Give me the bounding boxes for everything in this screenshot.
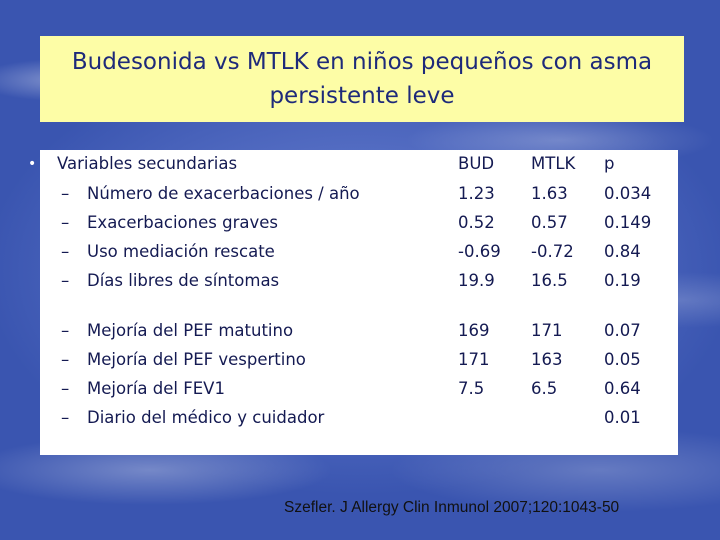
mtlk-value: 16.5 (531, 271, 568, 290)
row-label: Número de exacerbaciones / año (87, 184, 360, 203)
dash-marker: – (61, 271, 70, 290)
header-mtlk: MTLK (531, 154, 576, 173)
content-panel (40, 150, 678, 455)
dash-marker: – (61, 213, 70, 232)
bud-value: 1.23 (458, 184, 495, 203)
row-label: Mejoría del PEF matutino (87, 321, 294, 340)
bud-value: 169 (458, 321, 490, 340)
header-bud: BUD (458, 154, 495, 173)
mtlk-value: 163 (531, 350, 563, 369)
header-p: p (604, 154, 615, 173)
bud-value: 0.52 (458, 213, 495, 232)
p-value: 0.05 (604, 350, 641, 369)
bud-value: 19.9 (458, 271, 495, 290)
dash-marker: – (61, 408, 70, 427)
bud-value: 7.5 (458, 379, 485, 398)
row-label: Uso mediación rescate (87, 242, 275, 261)
mtlk-value: 6.5 (531, 379, 558, 398)
bud-value: -0.69 (458, 242, 501, 261)
bullet-icon: • (28, 156, 37, 172)
row-label: Mejoría del FEV1 (87, 379, 225, 398)
p-value: 0.01 (604, 408, 641, 427)
citation: Szefler. J Allergy Clin Inmunol 2007;120… (284, 499, 620, 516)
row-label: Exacerbaciones graves (87, 213, 278, 232)
row-label: Diario del médico y cuidador (87, 408, 325, 427)
p-value: 0.84 (604, 242, 641, 261)
row-label: Días libres de síntomas (87, 271, 280, 290)
p-value: 0.034 (604, 184, 652, 203)
p-value: 0.19 (604, 271, 641, 290)
mtlk-value: 1.63 (531, 184, 568, 203)
dash-marker: – (61, 242, 70, 261)
dash-marker: – (61, 379, 70, 398)
dash-marker: – (61, 184, 70, 203)
header-variables-label: Variables secundarias (57, 154, 238, 173)
p-value: 0.149 (604, 213, 652, 232)
dash-marker: – (61, 321, 70, 340)
mtlk-value: 0.57 (531, 213, 568, 232)
title-line-2: persistente leve (269, 83, 455, 109)
bud-value: 171 (458, 350, 490, 369)
dash-marker: – (61, 350, 70, 369)
slide-title: Budesonida vs MTLK en niños pequeños con… (40, 36, 684, 122)
p-value: 0.64 (604, 379, 641, 398)
p-value: 0.07 (604, 321, 641, 340)
mtlk-value: -0.72 (531, 242, 574, 261)
row-label: Mejoría del PEF vespertino (87, 350, 306, 369)
mtlk-value: 171 (531, 321, 563, 340)
title-line-1: Budesonida vs MTLK en niños pequeños con… (71, 49, 653, 75)
